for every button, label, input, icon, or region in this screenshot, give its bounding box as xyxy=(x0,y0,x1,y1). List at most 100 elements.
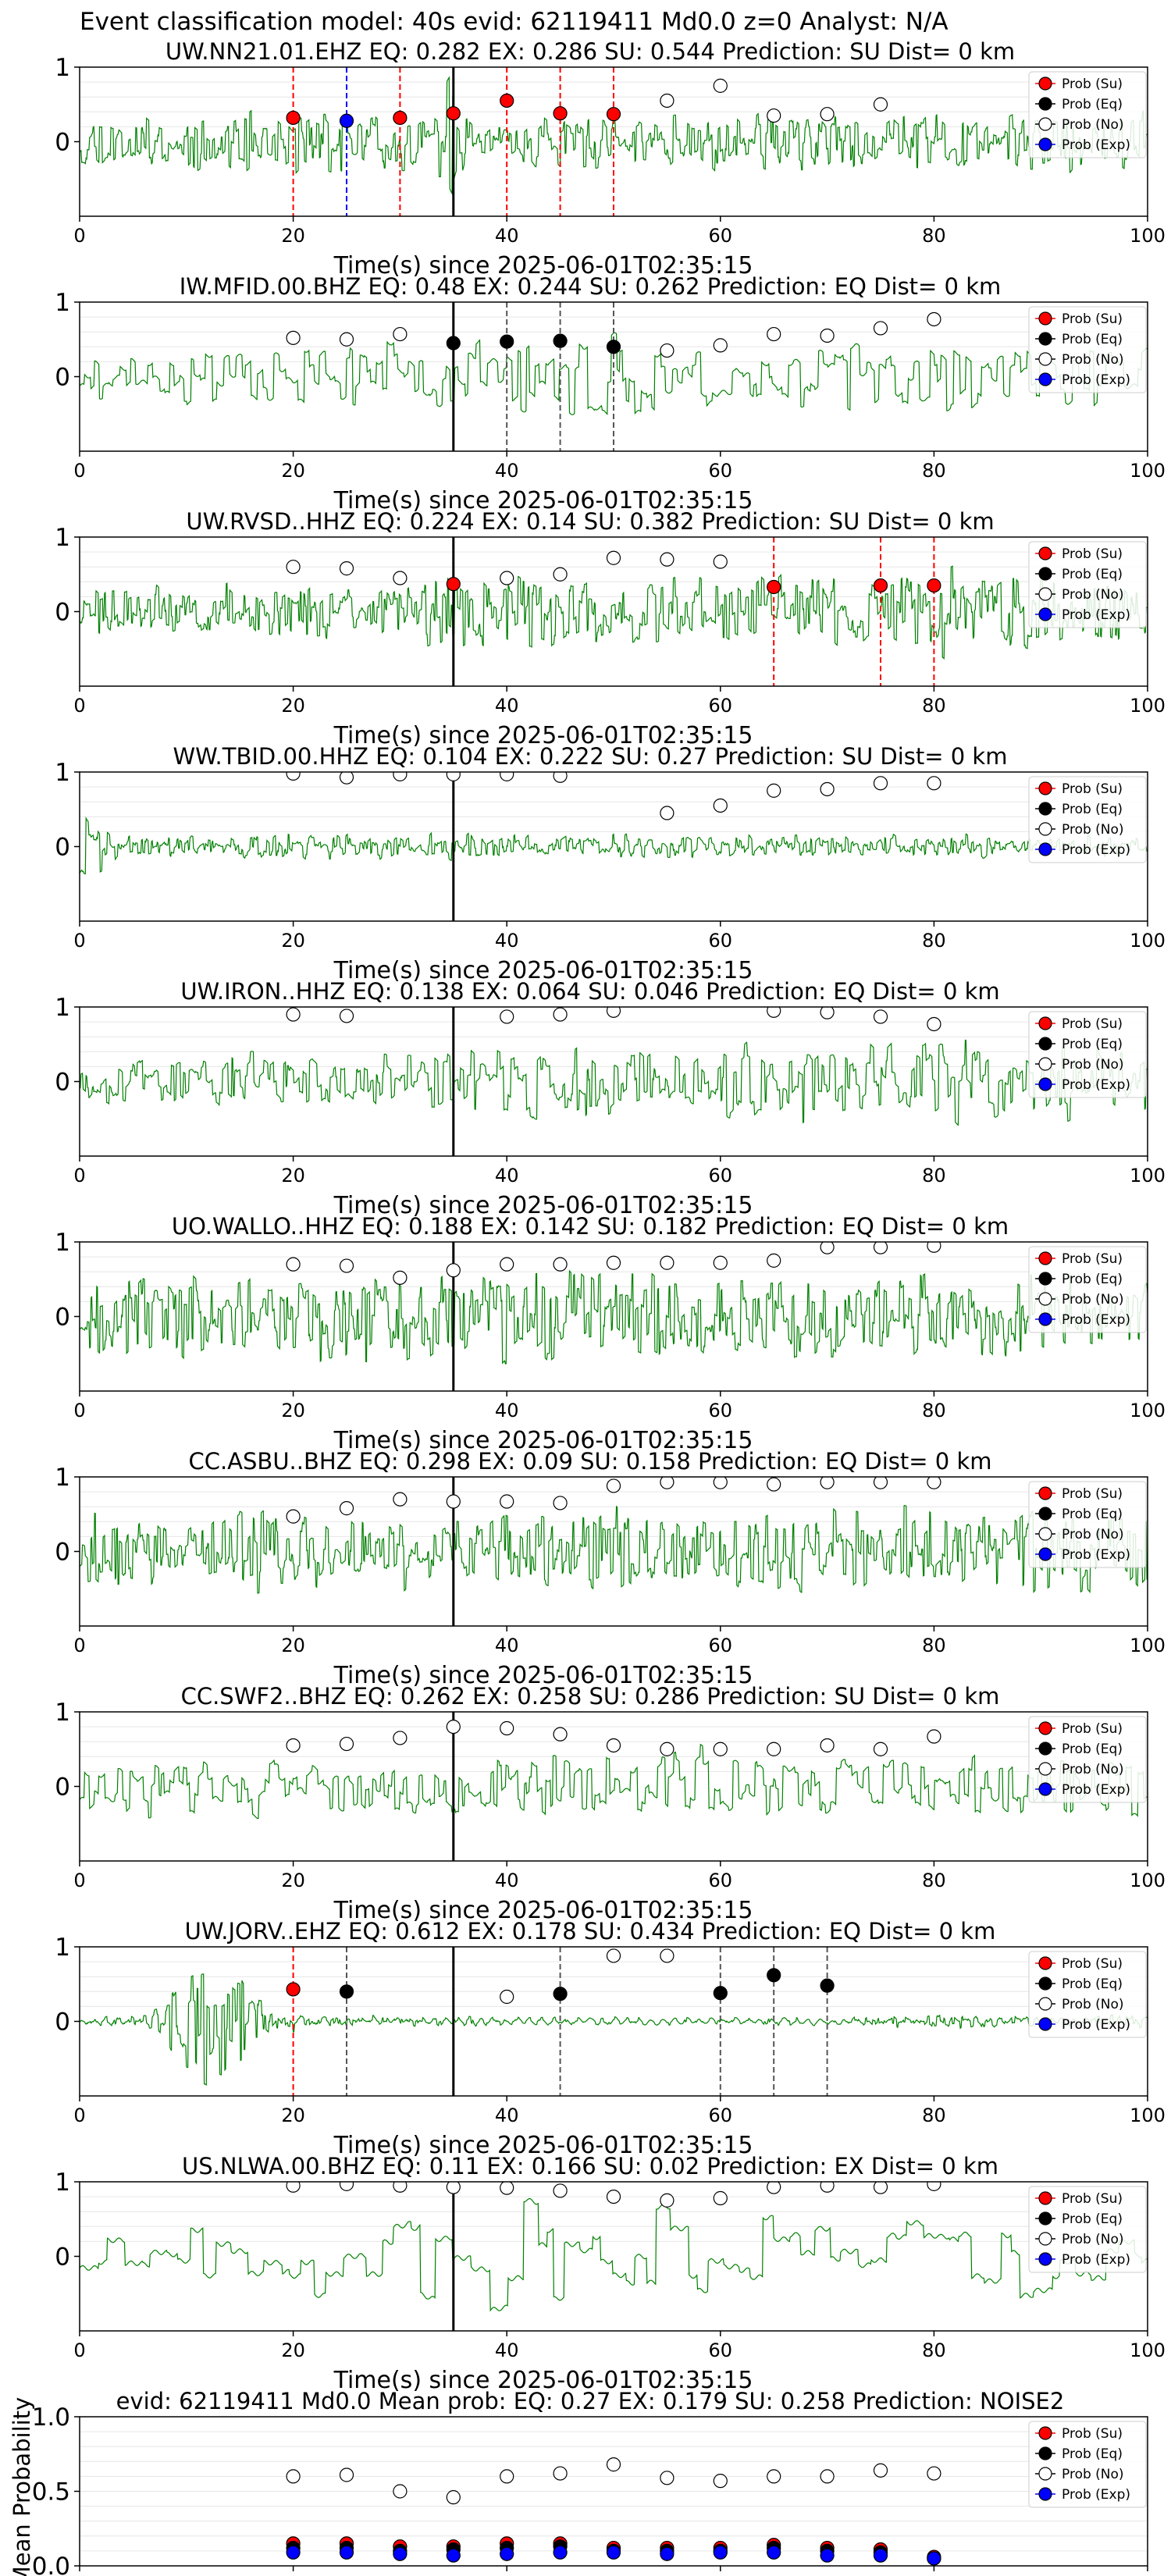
legend-marker xyxy=(1038,1507,1052,1521)
plot-area xyxy=(80,302,1148,451)
legend-label: Prob (No) xyxy=(1062,2467,1124,2482)
plot-area xyxy=(80,772,1148,921)
prob-no-point xyxy=(553,1007,568,1022)
x-tick-label: 0 xyxy=(73,225,85,247)
panel-title: US.NLWA.00.BHZ EQ: 0.11 EX: 0.166 SU: 0.… xyxy=(182,2153,998,2179)
legend-label: Prob (No) xyxy=(1062,1527,1124,1542)
prob-no-point xyxy=(446,1720,461,1735)
x-tick-label: 40 xyxy=(495,2105,519,2126)
prob-eq-point xyxy=(606,340,621,354)
prob-eq-point xyxy=(553,333,568,348)
panel-5: UW.IRON..HHZ EQ: 0.138 EX: 0.064 SU: 0.0… xyxy=(55,978,1166,1219)
prob-no-point xyxy=(820,107,835,122)
prob-no-point xyxy=(339,561,354,576)
x-tick-label: 60 xyxy=(709,1870,733,1891)
x-tick-label: 60 xyxy=(709,2105,733,2126)
prob-no-point xyxy=(820,1477,835,1489)
prob-no-point xyxy=(767,1477,781,1492)
prob-no-point xyxy=(767,1742,781,1756)
plot-area xyxy=(286,2457,941,2566)
prob-no-point xyxy=(286,2182,301,2193)
x-axis-label: Time(s) since 2025-06-01T02:35:15 xyxy=(333,487,753,514)
legend-marker xyxy=(1038,607,1052,621)
legend-label: Prob (No) xyxy=(1062,822,1124,838)
prob-no-point xyxy=(767,1007,781,1018)
prob-no-point xyxy=(606,1007,621,1018)
plot-area xyxy=(80,1477,1148,1626)
prob-exp-point xyxy=(660,2546,674,2561)
prob-no-point xyxy=(820,1007,835,1019)
x-tick-label: 20 xyxy=(281,1870,305,1891)
legend-label: Prob (Su) xyxy=(1062,781,1123,797)
y-tick-label: 0 xyxy=(55,1539,70,1567)
prob-no-point xyxy=(713,1477,728,1489)
panel-1: UW.NN21.01.EHZ EQ: 0.282 EX: 0.286 SU: 0… xyxy=(55,38,1166,279)
legend: Prob (Su) Prob (Eq) Prob (No) Prob (Exp) xyxy=(1028,2186,1147,2273)
legend-marker xyxy=(1038,802,1052,816)
legend: Prob (Su) Prob (Eq) Prob (No) Prob (Exp) xyxy=(1028,776,1147,863)
y-tick-label: 0 xyxy=(55,129,70,157)
panel-7: CC.ASBU..BHZ EQ: 0.298 EX: 0.09 SU: 0.15… xyxy=(55,1448,1166,1689)
prob-no-point xyxy=(767,108,781,123)
x-tick-label: 40 xyxy=(495,1165,519,1187)
panel-9: UW.JORV..EHZ EQ: 0.612 EX: 0.178 SU: 0.4… xyxy=(55,1918,1166,2159)
x-tick-label: 20 xyxy=(281,2574,305,2576)
x-tick-label: 100 xyxy=(1130,2339,1166,2361)
prob-no-point xyxy=(286,560,301,575)
x-tick-label: 80 xyxy=(922,460,946,482)
prob-no-point xyxy=(927,1016,941,1032)
x-axis-label: Time(s) since 2025-06-01T02:35:15 xyxy=(333,2132,753,2159)
legend-label: Prob (Eq) xyxy=(1062,2446,1123,2462)
prob-no-point xyxy=(500,1494,514,1509)
prob-no-point xyxy=(927,2182,941,2191)
legend-label: Prob (Su) xyxy=(1062,2191,1123,2207)
legend-label: Prob (Exp) xyxy=(1062,372,1130,388)
prob-no-point xyxy=(393,772,408,781)
prob-no-point xyxy=(553,2183,568,2198)
legend-marker xyxy=(1038,2487,1052,2501)
y-tick-label: 0 xyxy=(55,1774,70,1802)
plot-area xyxy=(80,1947,1148,2096)
legend-marker xyxy=(1038,1762,1052,1776)
y-tick-label: 1 xyxy=(55,524,70,552)
legend-box xyxy=(1028,2421,1147,2508)
x-tick-label: 100 xyxy=(1130,695,1166,717)
y-tick-label: 0 xyxy=(55,834,70,862)
x-tick-label: 100 xyxy=(1130,1635,1166,1656)
legend-label: Prob (Eq) xyxy=(1062,1976,1123,1992)
prob-exp-point xyxy=(393,2546,408,2561)
prob-no-point xyxy=(713,798,728,813)
x-tick-label: 40 xyxy=(495,695,519,717)
plot-area xyxy=(80,67,1148,216)
legend-box xyxy=(1028,1011,1147,1098)
x-tick-label: 0 xyxy=(73,2339,85,2361)
prob-eq-point xyxy=(553,1987,568,2001)
prob-no-point xyxy=(767,1253,781,1268)
y-tick-label: 1 xyxy=(55,994,70,1022)
x-axis-label: Time(s) since 2025-06-01T02:35:15 xyxy=(333,1897,753,1924)
prob-no-point xyxy=(767,783,781,798)
legend-box xyxy=(1028,1716,1147,1803)
panel-title: evid: 62119411 Md0.0 Mean prob: EQ: 0.27… xyxy=(116,2388,1065,2414)
legend-marker xyxy=(1038,1527,1052,1541)
x-tick-label: 60 xyxy=(709,460,733,482)
legend-marker xyxy=(1038,2467,1052,2481)
x-tick-label: 20 xyxy=(281,2339,305,2361)
prob-su-point xyxy=(873,578,888,593)
prob-no-point xyxy=(713,1255,728,1270)
x-tick-label: 60 xyxy=(709,1165,733,1187)
y-tick-label: 1 xyxy=(55,1229,70,1257)
prob-su-point xyxy=(553,106,568,121)
prob-no-point xyxy=(286,1738,301,1753)
y-axis-label: Mean Probability xyxy=(9,2397,35,2576)
legend-marker xyxy=(1038,1782,1052,1796)
legend-box xyxy=(1028,1246,1147,1333)
prob-no-point xyxy=(873,2463,888,2478)
prob-no-point xyxy=(606,550,621,565)
legend-marker xyxy=(1038,372,1052,386)
x-tick-label: 20 xyxy=(281,695,305,717)
legend-marker xyxy=(1038,2191,1052,2205)
x-tick-label: 100 xyxy=(1130,930,1166,952)
prob-no-point xyxy=(713,2474,728,2489)
legend-label: Prob (No) xyxy=(1062,2232,1124,2247)
